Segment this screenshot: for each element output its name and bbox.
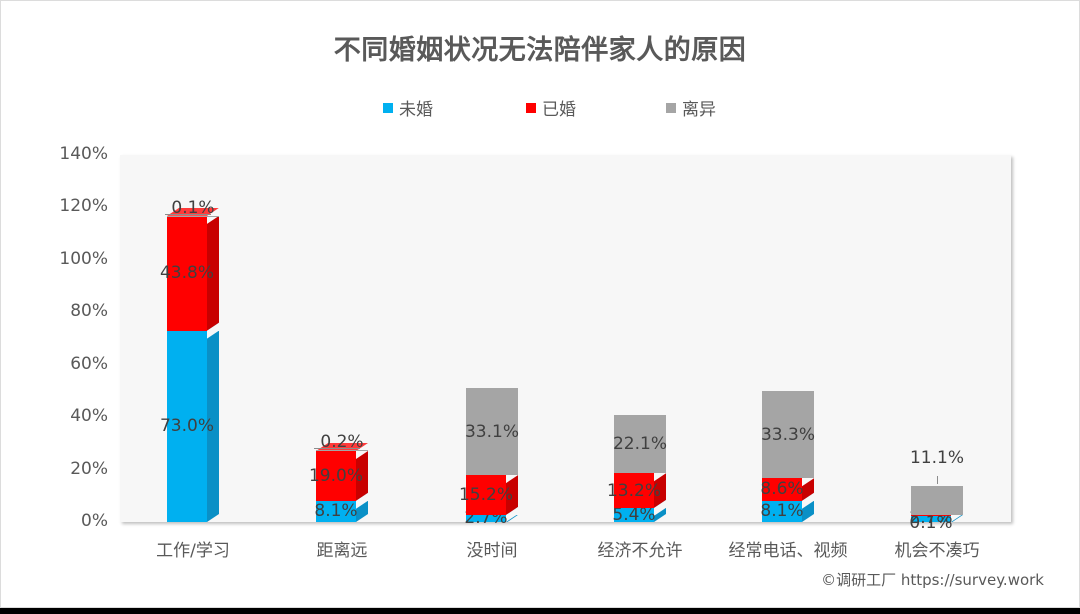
legend-label: 未婚 — [399, 100, 433, 120]
legend-label: 已婚 — [542, 100, 576, 120]
data-label: 73.0% — [159, 416, 214, 437]
y-tick-label: 140% — [59, 144, 108, 164]
x-tick-label: 经济不允许 — [597, 541, 683, 561]
data-label: 11.1% — [909, 447, 964, 468]
data-label: 0.1% — [909, 512, 953, 533]
segment-married — [911, 514, 951, 516]
y-tick-label: 80% — [70, 301, 108, 322]
segment-unmarried — [167, 331, 207, 522]
data-label: 33.1% — [464, 421, 519, 442]
leader-line — [165, 213, 211, 215]
data-label: 43.8% — [159, 263, 214, 284]
footer-credit: ©调研工厂 https://survey.work — [821, 571, 1044, 589]
data-label: 5.4% — [612, 504, 656, 525]
data-label: 19.0% — [308, 465, 363, 486]
x-tick-label: 距离远 — [316, 541, 368, 561]
y-tick-label: 120% — [59, 196, 108, 217]
segment-divorced — [466, 388, 518, 476]
legend-item-unmarried: 未婚 — [383, 95, 433, 120]
legend-item-married: 已婚 — [526, 95, 576, 120]
data-label: 8.1% — [760, 501, 804, 522]
chart-title: 不同婚姻状况无法陪伴家人的原因 — [333, 35, 747, 66]
x-tick-label: 没时间 — [466, 541, 518, 561]
segment-divorced — [614, 415, 666, 474]
data-label: 22.1% — [612, 434, 667, 455]
segment-married — [316, 451, 356, 501]
legend: 未婚 已婚 离异 — [0, 95, 1080, 120]
data-label: 33.3% — [760, 424, 815, 445]
y-tick-label: 0% — [81, 511, 108, 531]
y-tick-label: 100% — [59, 248, 108, 269]
legend-label: 离异 — [682, 100, 716, 120]
leader-line — [937, 475, 938, 484]
legend-swatch-married — [526, 102, 536, 113]
leader-line — [314, 448, 360, 450]
data-label: 0.2% — [320, 432, 364, 453]
segment-married — [167, 216, 207, 331]
x-tick-label: 经常电话、视频 — [728, 541, 848, 561]
y-tick-label: 40% — [70, 406, 108, 427]
data-label: 0.1% — [171, 197, 215, 218]
y-tick-label: 20% — [70, 458, 108, 479]
segment-married — [466, 475, 506, 515]
x-tick-label: 机会不凑巧 — [894, 541, 980, 561]
segment-divorced — [316, 450, 368, 451]
legend-swatch-unmarried — [383, 102, 393, 113]
segment-divorced — [911, 485, 963, 515]
segment-divorced — [762, 390, 814, 479]
legend-swatch-divorced — [666, 102, 676, 113]
y-tick-label: 60% — [70, 353, 108, 374]
data-label: 13.2% — [606, 480, 661, 501]
data-label: 8.1% — [314, 501, 358, 522]
data-label: 15.2% — [458, 484, 513, 505]
plot-area — [120, 155, 1011, 522]
data-label: 8.6% — [760, 479, 804, 500]
legend-item-divorced: 离异 — [666, 95, 716, 120]
x-tick-label: 工作/学习 — [156, 541, 230, 561]
segment-divorced — [167, 215, 219, 217]
